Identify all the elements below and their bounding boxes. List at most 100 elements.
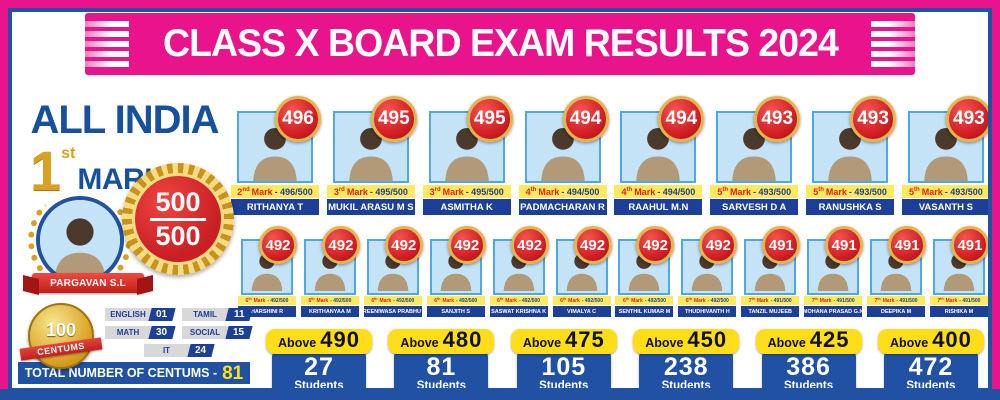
mark-score: - 492/500 [267, 297, 289, 304]
stat-count-value: 472 [908, 353, 954, 381]
mark-word: Mark [730, 186, 752, 197]
student-name: RAAHUL M.N [614, 199, 703, 215]
mark-rank: 2 [237, 186, 243, 197]
topper-photo [36, 196, 124, 284]
stat-above-word: Above [278, 336, 317, 350]
stat-threshold-tab: Above 450 [633, 329, 740, 354]
mark-badge: 495 [466, 96, 513, 142]
mark-rank-suffix: th [688, 297, 692, 301]
subject-label: SOCIAL [182, 326, 228, 339]
student-name: DEEPIKA M [867, 306, 926, 317]
mark-badge: 492 [447, 226, 486, 264]
student-silhouette-icon [40, 200, 120, 280]
mark-rank-suffix: th [722, 186, 729, 193]
score-stat: Above 425 386 Students [752, 329, 866, 396]
subject-count: 01 [148, 308, 176, 321]
centums-medal: 100 CENTUMS [19, 303, 103, 369]
topper-region-title: ALL INDIA [30, 98, 219, 142]
mark-rank: 5 [813, 186, 819, 197]
mark-rank: 3 [429, 186, 435, 197]
student-name: SREENIWASA PRABHU R [363, 306, 422, 317]
mark-word: Mark [631, 297, 643, 304]
mark-rank: 3 [333, 186, 339, 197]
subject-label: TAMIL [182, 308, 228, 321]
subject-row: SOCIAL 15 [182, 326, 253, 339]
stat-above-word: Above [889, 336, 929, 350]
mark-rank-suffix: nd [242, 186, 250, 193]
stat-threshold-tab: Above 480 [388, 329, 495, 354]
stat-count-value: 386 [786, 353, 831, 381]
mark-word: Mark [442, 186, 464, 197]
bottom-blue-band [0, 389, 1000, 400]
topper-rank-number: 1 [30, 139, 62, 202]
score-stat: Above 480 81 Students [384, 329, 498, 396]
student-name: RITHANYA T [231, 199, 319, 215]
mark-badge: 492 [384, 226, 423, 264]
score-numerator: 500 [150, 188, 206, 221]
mark-score: - 492/500 [330, 297, 352, 304]
mark-rank-suffix: th [814, 297, 818, 301]
subject-count-value: 01 [156, 309, 168, 320]
mark-rank-suffix: th [751, 297, 755, 301]
student-name: PADMACHARAN R [518, 199, 607, 215]
mark-score: - 491/500 [896, 297, 918, 304]
mark-rank: 6 [434, 297, 438, 304]
mark-score: - 491/500 [770, 297, 792, 304]
student-name: MOHANA PRASAD G.N [804, 306, 863, 317]
mark-score: - 491/500 [833, 297, 855, 304]
mark-badge: 492 [321, 226, 360, 264]
mark-rank-suffix: th [914, 186, 920, 193]
mark-badge: 493 [754, 96, 801, 142]
student-name: TANZIL MUJEEB [741, 306, 800, 317]
stat-threshold-tab: Above 400 [877, 329, 984, 354]
mark-score: - 495/500 [369, 186, 408, 197]
centums-subject-table: ENGLISH 01 TAMIL 11 MATH 30 SOCIAL 15 IT… [100, 308, 256, 357]
total-centums-label: TOTAL NUMBER OF CENTUMS - [24, 366, 218, 380]
subject-count: 11 [225, 308, 253, 321]
subject-count-value: 30 [156, 327, 168, 338]
stat-threshold-value: 475 [565, 327, 605, 352]
mark-rank-suffix: rd [434, 186, 441, 193]
subject-label: ENGLISH [105, 308, 151, 321]
mark-score: - 492/500 [707, 297, 729, 304]
student-name: RISHIKA M [929, 306, 988, 317]
subject-row: MATH 30 [105, 326, 176, 339]
mark-rank-suffix: rd [338, 186, 345, 193]
stat-count-value: 27 [304, 353, 334, 381]
mark-word: Mark [819, 297, 832, 304]
student-photo [555, 239, 608, 295]
mark-rank: 6 [308, 297, 312, 304]
mark-word: Mark [921, 186, 943, 197]
mark-badge: 491 [825, 226, 864, 264]
gold-seal: 500 500 [122, 163, 234, 275]
mark-badge: 491 [762, 226, 801, 264]
stat-above-word: Above [645, 336, 684, 350]
subject-count-value: 24 [194, 345, 207, 356]
mark-word: Mark [505, 297, 517, 304]
student-silhouette-icon [528, 113, 597, 181]
mark-score: - 493/500 [848, 186, 887, 197]
mark-rank: 6 [622, 297, 626, 304]
mark-rank: 4 [525, 186, 531, 197]
mark-rank-suffix: th [626, 186, 633, 193]
mark-score: - 492/500 [581, 297, 603, 304]
mark-badge: 492 [573, 226, 612, 264]
mark-word: Mark [568, 297, 580, 304]
mark-rank: 5 [717, 186, 723, 197]
score-stat: Above 490 27 Students [262, 329, 376, 396]
mark-word: Mark [253, 297, 266, 304]
mark-rank-suffix: th [374, 297, 378, 301]
